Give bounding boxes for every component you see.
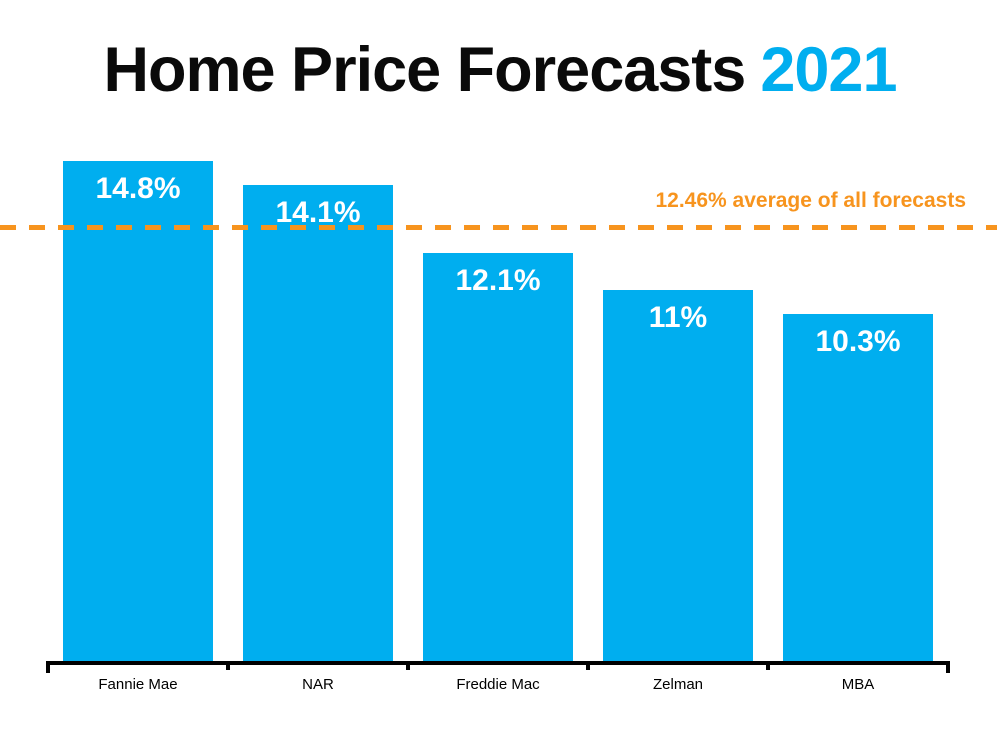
x-axis-line: [48, 661, 948, 665]
average-annotation: 12.46% average of all forecasts: [655, 189, 966, 212]
x-axis-label: MBA: [841, 676, 875, 693]
x-axis-label: Fannie Mae: [98, 676, 178, 693]
title-text: Home Price Forecasts: [103, 35, 747, 105]
bar-value-label: 14.8%: [95, 172, 181, 205]
bar-value-label: 14.1%: [275, 196, 361, 229]
bar-value-label: 12.1%: [455, 264, 541, 297]
axis-tick: [46, 661, 50, 673]
x-axis-label: NAR: [302, 676, 334, 693]
bar-fannie-mae: 14.8%: [63, 161, 213, 663]
bar-nar: 14.1%: [243, 185, 393, 663]
bar-value-label: 10.3%: [815, 325, 901, 358]
axis-tick: [766, 661, 770, 670]
page-title: Home Price Forecasts 2021: [0, 34, 1000, 106]
x-axis-label: Freddie Mac: [456, 676, 540, 693]
bar-mba: 10.3%: [783, 314, 933, 663]
title-year: 2021: [760, 35, 897, 105]
bar-value-label: 11%: [648, 301, 708, 334]
axis-tick: [226, 661, 230, 670]
x-axis-label: Zelman: [652, 676, 704, 693]
average-line: [0, 225, 997, 230]
bar-freddie-mac: 12.1%: [423, 253, 573, 663]
axis-tick: [946, 661, 950, 673]
axis-tick: [406, 661, 410, 670]
bar-zelman: 11%: [603, 290, 753, 663]
axis-tick: [586, 661, 590, 670]
